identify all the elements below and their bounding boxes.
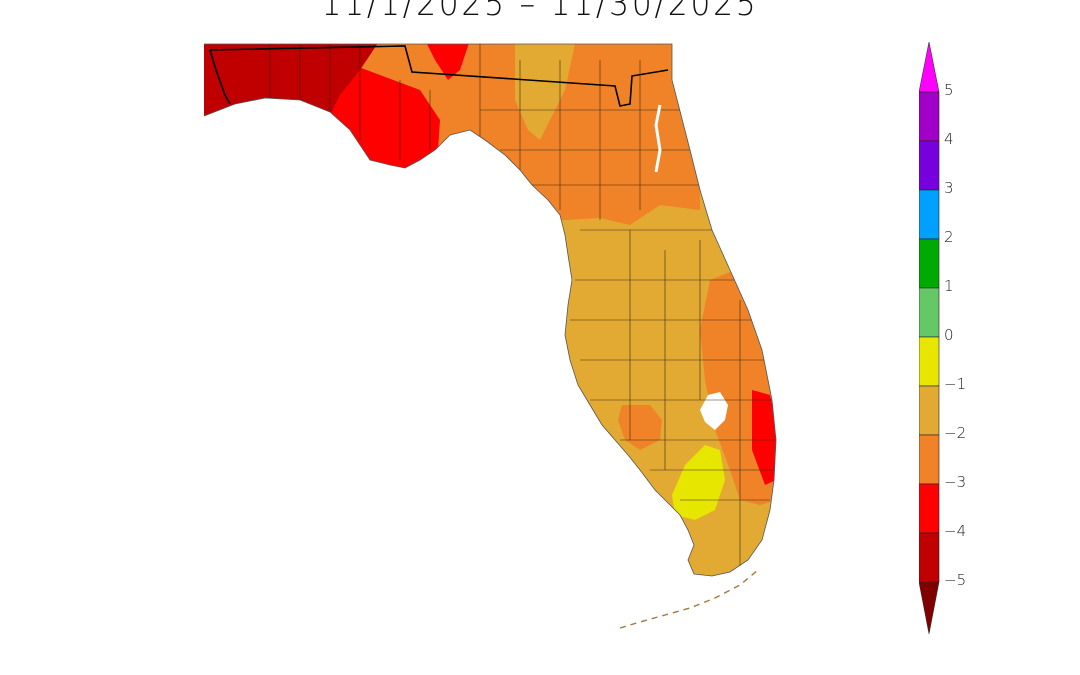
legend-label: −2 [944, 424, 967, 442]
legend-label: −5 [944, 571, 967, 589]
legend-label: 5 [944, 81, 954, 99]
legend-label: 2 [944, 228, 954, 246]
legend-label: −1 [944, 375, 967, 393]
legend-colorbar [919, 42, 940, 635]
legend-label: 4 [944, 130, 954, 148]
perdido-river-border [209, 49, 231, 105]
florida-keys [619, 569, 759, 629]
map-title: 11/1/2025 – 11/30/2025 [321, 0, 759, 24]
state-border-line [209, 45, 669, 107]
legend-label: −4 [944, 522, 967, 540]
legend-label: 1 [944, 277, 954, 295]
color-legend: 5 4 3 2 1 0 −1 −2 −3 −4 −5 [919, 42, 979, 637]
legend-bottom-arrow [919, 581, 940, 635]
legend-label: 3 [944, 179, 954, 197]
st-johns-river [654, 104, 662, 173]
legend-label: 0 [944, 326, 954, 344]
legend-label: −3 [944, 473, 967, 491]
county-boundaries [269, 44, 775, 570]
legend-top-arrow [919, 42, 940, 93]
